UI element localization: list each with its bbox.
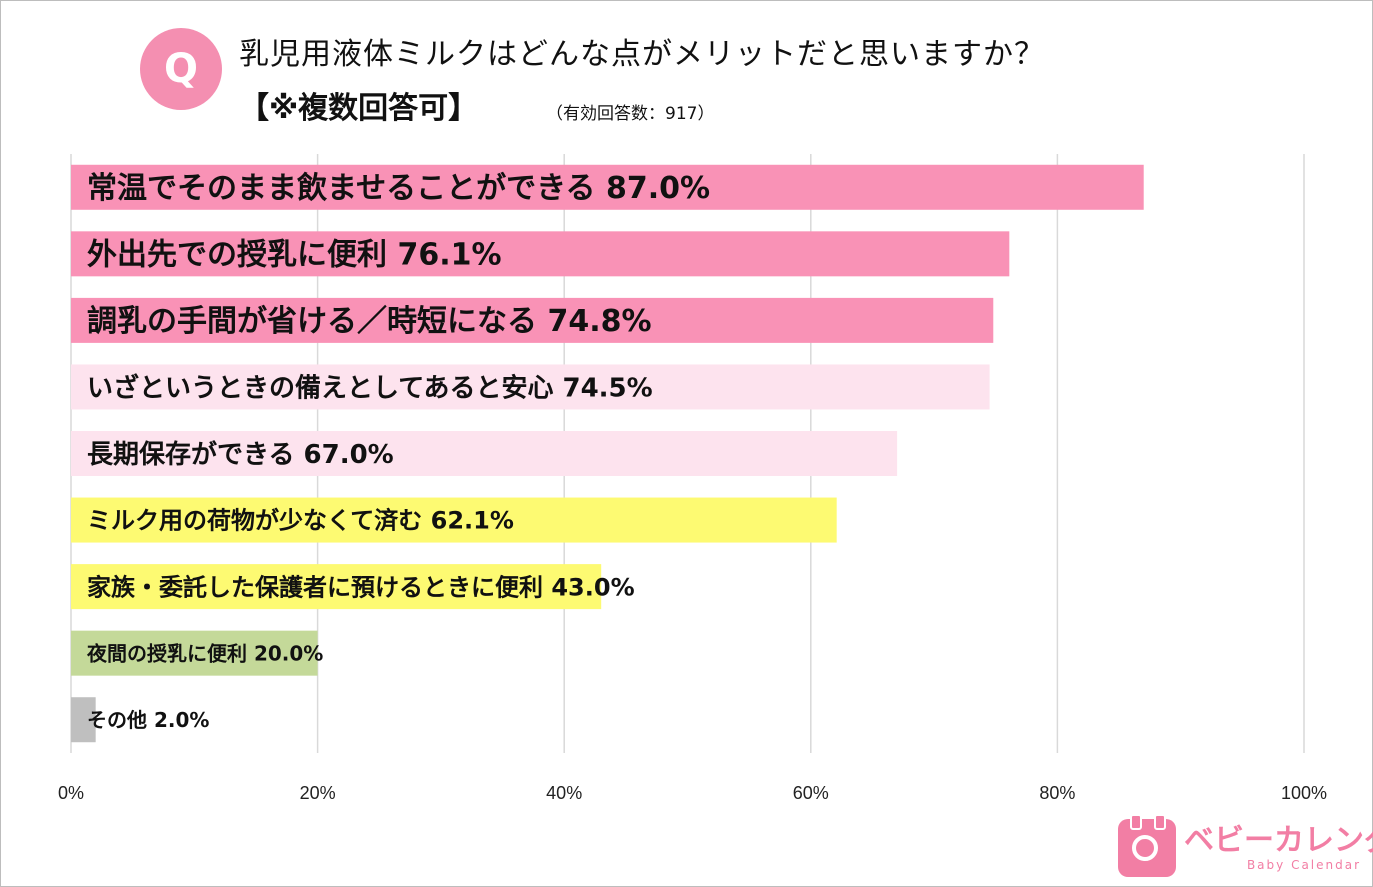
bar bbox=[71, 497, 837, 543]
question-title: 乳児用液体ミルクはどんな点がメリットだと思いますか？ bbox=[239, 37, 1045, 72]
x-tick-label: 60% bbox=[793, 783, 829, 803]
x-tick-label: 40% bbox=[546, 783, 582, 803]
multiple-answer-note: 【※複数回答可】 bbox=[239, 91, 479, 126]
logo-name: ベビーカレンダー bbox=[1184, 823, 1373, 858]
bar-label: 常温でそのまま飲ませることができる 87.0% bbox=[87, 171, 710, 206]
bar bbox=[71, 164, 1144, 210]
baby-calendar-logo: ベビーカレンダー Baby Calendar bbox=[1118, 814, 1373, 877]
bar bbox=[71, 630, 318, 676]
calendar-logo-icon bbox=[1118, 814, 1176, 877]
x-tick-label: 20% bbox=[300, 783, 336, 803]
bar bbox=[71, 697, 96, 743]
bar-label: 長期保存ができる 67.0% bbox=[87, 439, 394, 470]
bar-label: 外出先での授乳に便利 76.1% bbox=[87, 238, 502, 273]
respondent-count: （有効回答数：917） bbox=[546, 104, 715, 124]
bar bbox=[71, 297, 994, 343]
x-tick-label: 100% bbox=[1281, 783, 1327, 803]
bar bbox=[71, 231, 1010, 277]
bar-label: ミルク用の荷物が少なくて済む 62.1% bbox=[87, 507, 514, 535]
bar bbox=[71, 364, 990, 410]
logo-subtitle: Baby Calendar bbox=[1246, 858, 1362, 872]
bar-label: いざというときの備えとしてあると安心 74.5% bbox=[87, 372, 653, 403]
bar-label: 家族・委託した保護者に預けるときに便利 43.0% bbox=[87, 573, 635, 601]
bar bbox=[71, 564, 602, 610]
question-badge: Q bbox=[140, 28, 222, 110]
x-tick-label: 80% bbox=[1039, 783, 1075, 803]
bar-label: 夜間の授乳に便利 20.0% bbox=[86, 641, 323, 665]
bar bbox=[71, 431, 898, 476]
x-tick-label: 0% bbox=[58, 783, 84, 803]
bar-label: その他 2.0% bbox=[87, 708, 209, 732]
bar-label: 調乳の手間が省ける／時短になる 74.8% bbox=[87, 304, 652, 339]
